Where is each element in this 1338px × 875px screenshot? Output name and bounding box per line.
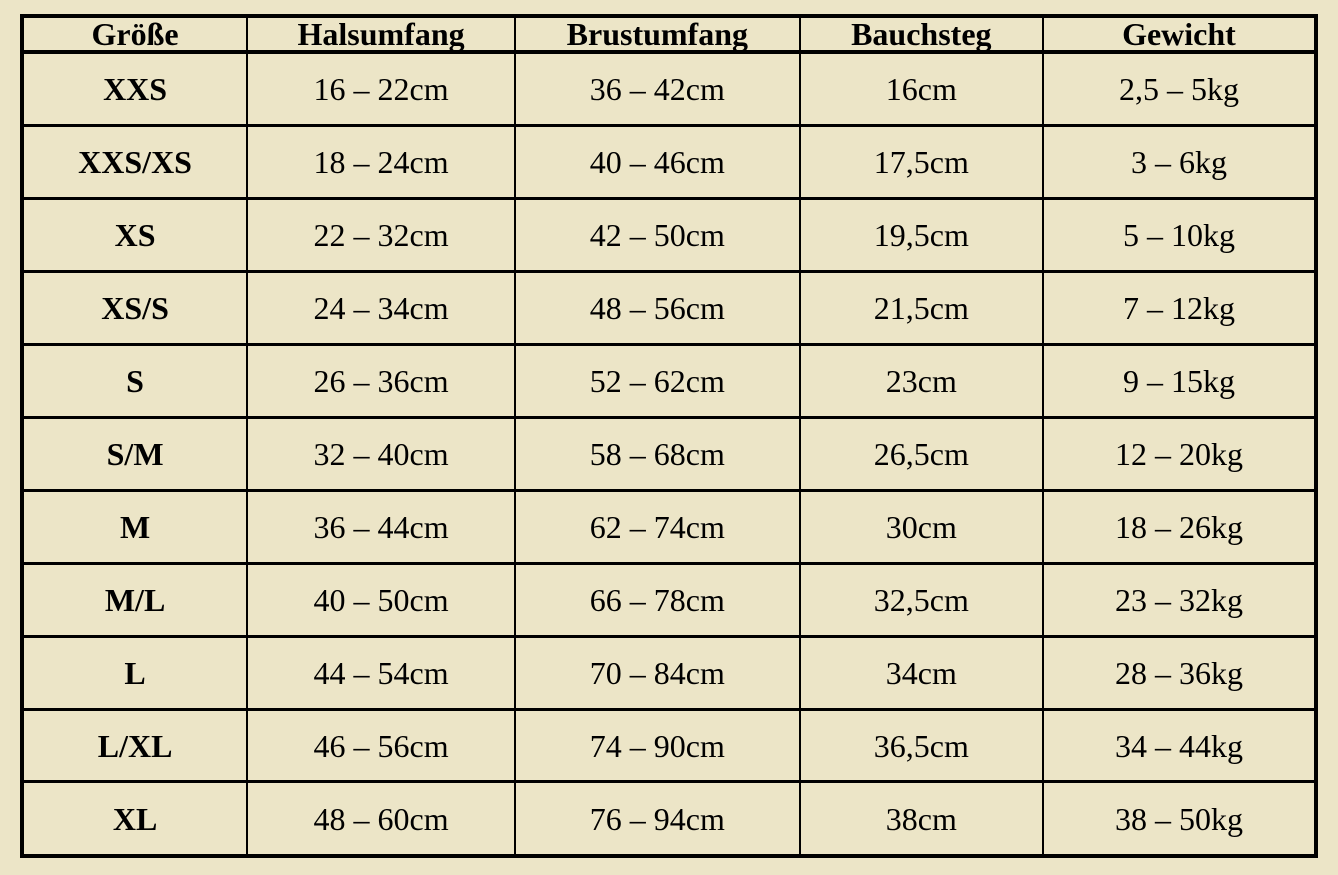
cell-brustumfang: 42 – 50cm [513, 197, 801, 274]
table-row-m: M 36 – 44cm 62 – 74cm 30cm 18 – 26kg [20, 488, 1318, 565]
cell-bauchsteg: 34cm [798, 634, 1044, 711]
cell-gewicht: 34 – 44kg [1041, 707, 1318, 784]
cell-bauchsteg: 36,5cm [798, 707, 1044, 784]
size-chart-table: Größe Halsumfang Brustumfang Bauchsteg G… [20, 14, 1318, 858]
cell-size: S/M [20, 416, 249, 492]
cell-gewicht: 28 – 36kg [1041, 634, 1318, 711]
cell-gewicht: 5 – 10kg [1041, 197, 1318, 274]
cell-brustumfang: 48 – 56cm [513, 270, 801, 347]
table-row-xs: XS 22 – 32cm 42 – 50cm 19,5cm 5 – 10kg [20, 197, 1318, 274]
cell-gewicht: 7 – 12kg [1041, 270, 1318, 347]
cell-bauchsteg: 21,5cm [798, 270, 1044, 347]
cell-halsumfang: 44 – 54cm [246, 634, 516, 711]
table-row-xxs: XXS 16 – 22cm 36 – 42cm 16cm 2,5 – 5kg [20, 50, 1318, 128]
cell-size: M/L [20, 561, 249, 638]
cell-halsumfang: 36 – 44cm [246, 488, 516, 565]
cell-bauchsteg: 32,5cm [798, 561, 1044, 638]
cell-size: M [20, 488, 249, 565]
cell-size: XL [20, 780, 249, 858]
table-row-s-m: S/M 32 – 40cm 58 – 68cm 26,5cm 12 – 20kg [20, 416, 1318, 492]
cell-bauchsteg: 30cm [798, 488, 1044, 565]
cell-size: L [20, 634, 249, 711]
cell-size: L/XL [20, 707, 249, 784]
table-row-m-l: M/L 40 – 50cm 66 – 78cm 32,5cm 23 – 32kg [20, 561, 1318, 638]
cell-bauchsteg: 38cm [798, 780, 1044, 858]
cell-halsumfang: 40 – 50cm [246, 561, 516, 638]
cell-gewicht: 18 – 26kg [1041, 488, 1318, 565]
cell-brustumfang: 36 – 42cm [513, 50, 801, 128]
table-row-xxs-xs: XXS/XS 18 – 24cm 40 – 46cm 17,5cm 3 – 6k… [20, 124, 1318, 201]
cell-halsumfang: 26 – 36cm [246, 343, 516, 419]
cell-bauchsteg: 17,5cm [798, 124, 1044, 201]
cell-brustumfang: 62 – 74cm [513, 488, 801, 565]
cell-brustumfang: 66 – 78cm [513, 561, 801, 638]
cell-size: XS/S [20, 270, 249, 347]
table-row-xl: XL 48 – 60cm 76 – 94cm 38cm 38 – 50kg [20, 780, 1318, 858]
cell-size: S [20, 343, 249, 419]
cell-size: XS [20, 197, 249, 274]
cell-brustumfang: 40 – 46cm [513, 124, 801, 201]
cell-halsumfang: 32 – 40cm [246, 416, 516, 492]
table-row-xs-s: XS/S 24 – 34cm 48 – 56cm 21,5cm 7 – 12kg [20, 270, 1318, 347]
cell-bauchsteg: 19,5cm [798, 197, 1044, 274]
cell-brustumfang: 74 – 90cm [513, 707, 801, 784]
cell-gewicht: 23 – 32kg [1041, 561, 1318, 638]
column-header-gewicht: Gewicht [1041, 14, 1318, 54]
cell-size: XXS [20, 50, 249, 128]
column-header-groesse: Größe [20, 14, 249, 54]
cell-bauchsteg: 26,5cm [798, 416, 1044, 492]
cell-brustumfang: 76 – 94cm [513, 780, 801, 858]
cell-bauchsteg: 16cm [798, 50, 1044, 128]
column-header-brustumfang: Brustumfang [513, 14, 801, 54]
table-row-l-xl: L/XL 46 – 56cm 74 – 90cm 36,5cm 34 – 44k… [20, 707, 1318, 784]
cell-halsumfang: 46 – 56cm [246, 707, 516, 784]
cell-bauchsteg: 23cm [798, 343, 1044, 419]
cell-gewicht: 9 – 15kg [1041, 343, 1318, 419]
cell-halsumfang: 48 – 60cm [246, 780, 516, 858]
cell-brustumfang: 52 – 62cm [513, 343, 801, 419]
cell-size: XXS/XS [20, 124, 249, 201]
cell-brustumfang: 58 – 68cm [513, 416, 801, 492]
column-header-bauchsteg: Bauchsteg [798, 14, 1044, 54]
table-row-l: L 44 – 54cm 70 – 84cm 34cm 28 – 36kg [20, 634, 1318, 711]
header-row: Größe Halsumfang Brustumfang Bauchsteg G… [20, 14, 1318, 54]
cell-gewicht: 12 – 20kg [1041, 416, 1318, 492]
cell-halsumfang: 18 – 24cm [246, 124, 516, 201]
cell-gewicht: 38 – 50kg [1041, 780, 1318, 858]
cell-halsumfang: 22 – 32cm [246, 197, 516, 274]
cell-gewicht: 2,5 – 5kg [1041, 50, 1318, 128]
cell-halsumfang: 16 – 22cm [246, 50, 516, 128]
cell-gewicht: 3 – 6kg [1041, 124, 1318, 201]
column-header-halsumfang: Halsumfang [246, 14, 516, 54]
cell-halsumfang: 24 – 34cm [246, 270, 516, 347]
table-row-s: S 26 – 36cm 52 – 62cm 23cm 9 – 15kg [20, 343, 1318, 419]
cell-brustumfang: 70 – 84cm [513, 634, 801, 711]
